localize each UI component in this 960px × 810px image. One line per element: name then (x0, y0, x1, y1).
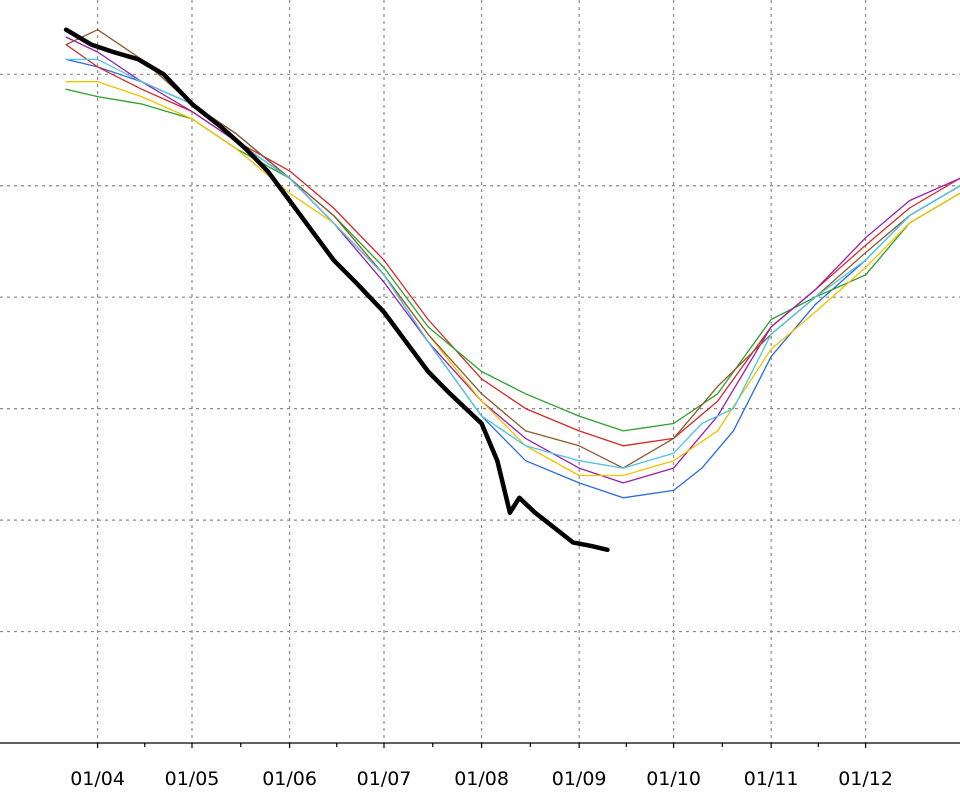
x-tick-label-4: 01/08 (454, 768, 509, 790)
series-line-0 (63, 27, 610, 553)
x-tick-label-0: 01/04 (70, 768, 125, 790)
x-tick-label-2: 01/06 (262, 768, 317, 790)
x-tick-label-3: 01/07 (357, 768, 412, 790)
x-tick-label-1: 01/05 (165, 768, 220, 790)
x-tick-label-5: 01/09 (552, 768, 607, 790)
series-lines (63, 27, 960, 553)
x-tick-label-7: 01/11 (744, 768, 799, 790)
grid (0, 0, 960, 743)
series-line-5 (65, 81, 960, 477)
x-tick-label-6: 01/10 (646, 768, 701, 790)
series-line-4 (65, 36, 960, 484)
x-tick-label-8: 01/12 (838, 768, 893, 790)
x-axis-ticks: 01/04 01/05 01/06 01/07 01/08 01/09 01/10 01/11… (70, 743, 893, 790)
